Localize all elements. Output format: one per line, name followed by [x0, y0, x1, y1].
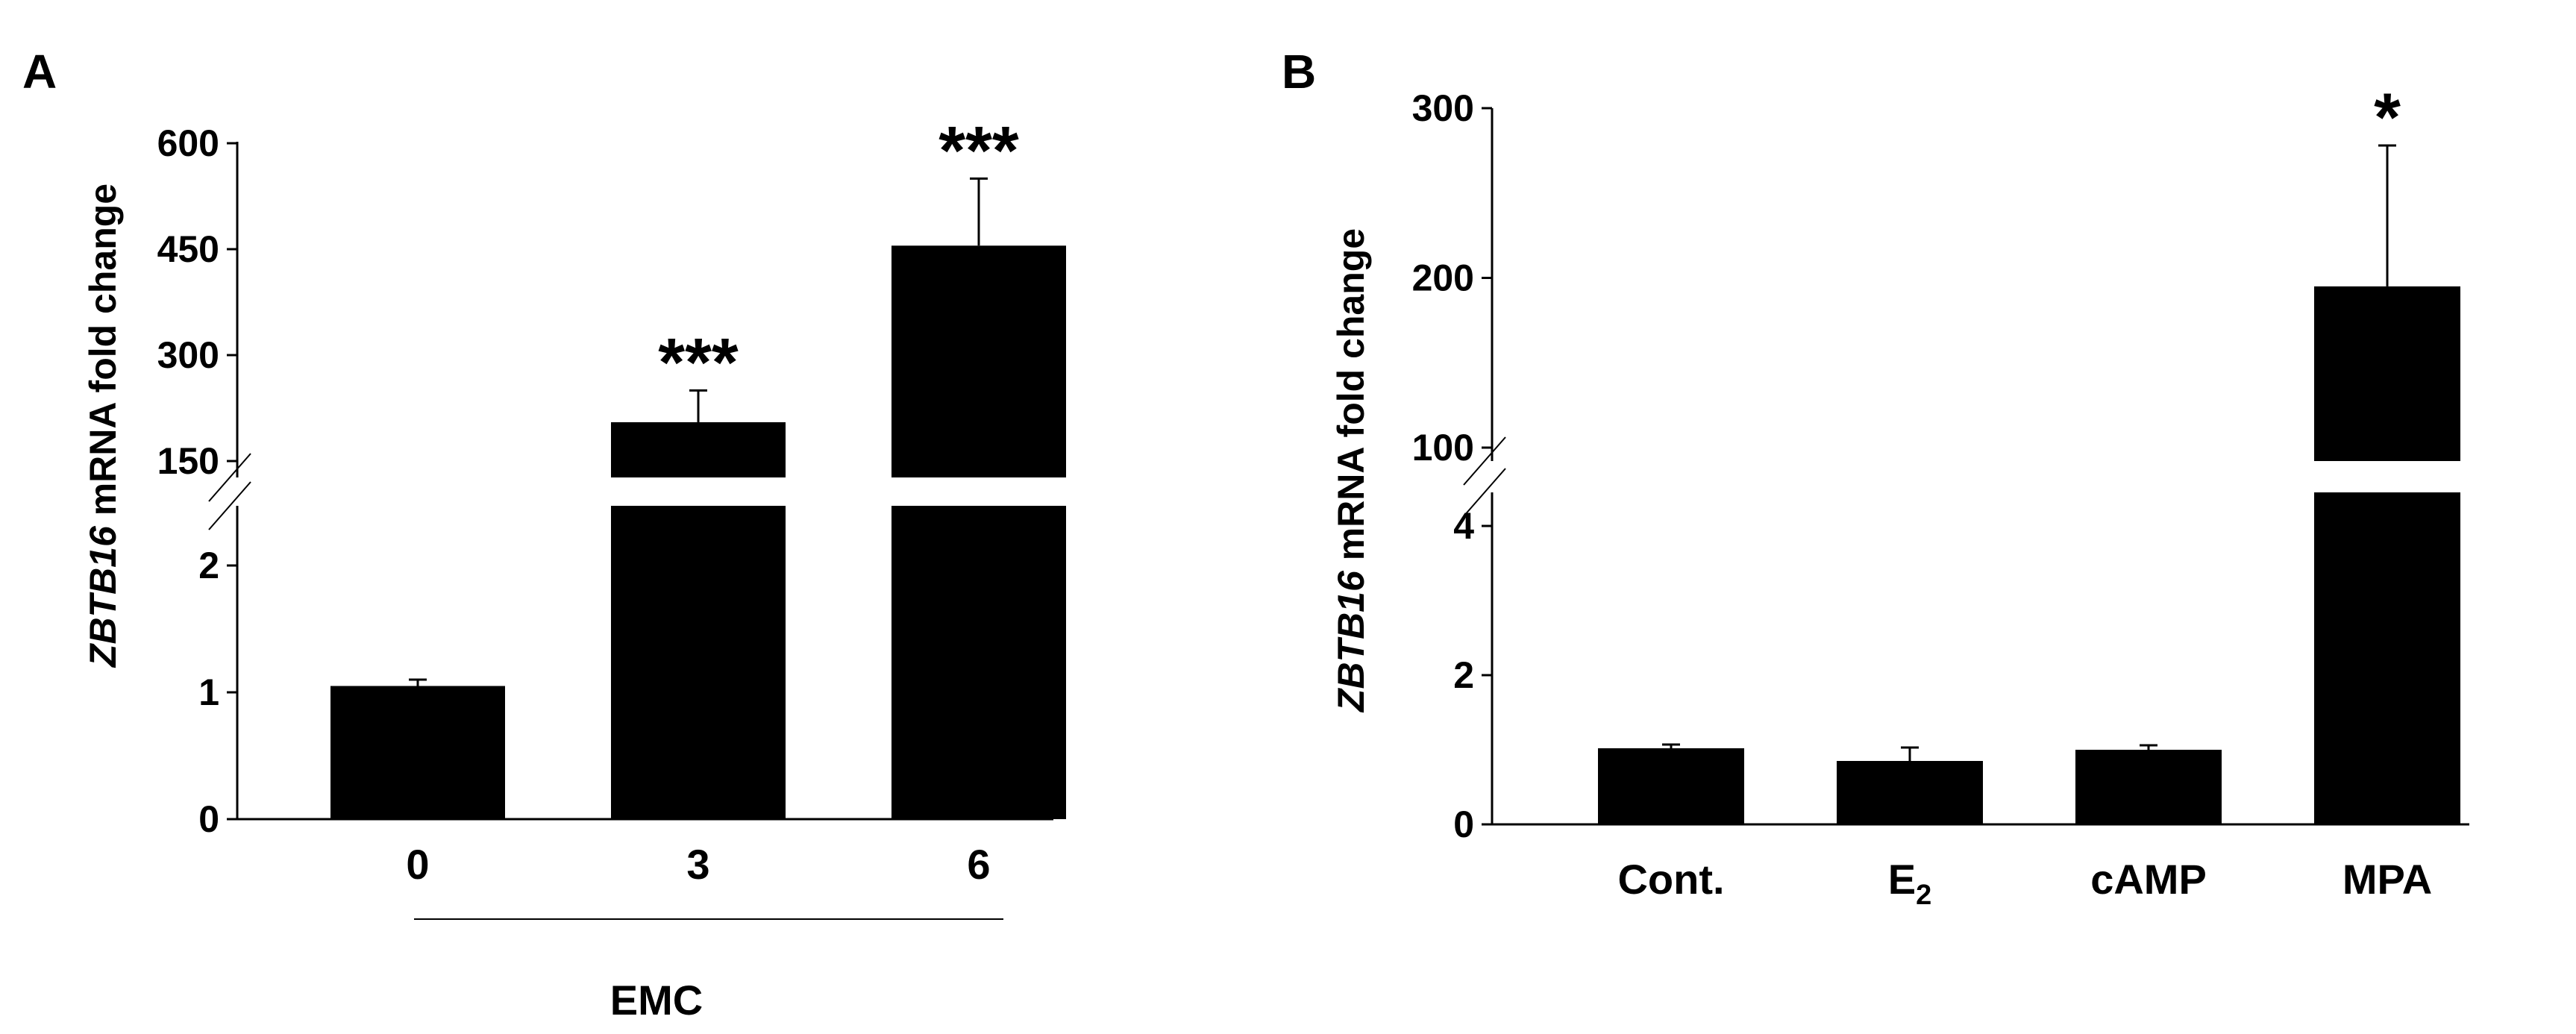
bar: [1598, 748, 1744, 824]
bar-lower-part: [611, 506, 786, 819]
y-axis-unit: mRNA fold change: [1330, 228, 1372, 571]
axis-break-mark: [208, 453, 251, 502]
bar-lower-part: [891, 506, 1066, 819]
chart-a: 0 1 2 150 300 450 600 0 *** 3 *** 6: [157, 113, 1066, 920]
x-tick-label: E2: [1888, 856, 1932, 911]
x-tick-label: cAMP: [2090, 856, 2207, 903]
panel-a: A ZBTB16 mRNA fold change 01215030045060…: [22, 45, 1066, 1024]
panel-label-a: A: [22, 45, 57, 98]
y-axis-label-a: ZBTB16 mRNA fold change: [82, 184, 124, 668]
x-tick-label: 3: [686, 841, 709, 888]
significance-marker: ***: [938, 113, 1019, 189]
y-tick-label: 200: [1412, 257, 1474, 299]
bar: [2075, 750, 2222, 824]
chart-b: 0 2 4 100 200 300 Cont. E2 cAMP * MPA: [1412, 80, 2469, 911]
significance-marker: ***: [658, 325, 739, 401]
bar: [330, 686, 505, 819]
y-tick-label: 600: [157, 122, 219, 164]
y-tick-label: 0: [1453, 803, 1474, 845]
x-tick-label: MPA: [2342, 856, 2432, 903]
y-tick-label: 300: [157, 334, 219, 376]
y-tick-label: 100: [1412, 427, 1474, 469]
axis-break-mark: [1463, 468, 1506, 517]
y-tick-label: 150: [157, 440, 219, 482]
bar-upper-part: [2314, 286, 2460, 461]
y-tick-label: 1: [198, 671, 219, 713]
bar-upper-part: [891, 245, 1066, 477]
x-tick-label: Cont.: [1617, 856, 1724, 903]
y-axis-gene: ZBTB16: [1330, 570, 1372, 713]
y-tick-label: 0: [198, 798, 219, 840]
axis-break-mark: [208, 481, 251, 530]
axis-break-mark: [1463, 436, 1506, 486]
y-tick-label: 2: [198, 545, 219, 586]
y-axis-unit: mRNA fold change: [82, 184, 124, 526]
y-tick-label: 4: [1453, 505, 1474, 547]
x-tick-label: 6: [967, 841, 990, 888]
x-tick-subscript: 2: [1916, 880, 1931, 911]
x-tick-label: 0: [406, 841, 429, 888]
panel-b: B ZBTB16 mRNA fold change 0 2 4 100 200 300 Co…: [1282, 45, 2469, 911]
y-tick-label: 450: [157, 228, 219, 270]
bar-lower-part: [2314, 492, 2460, 824]
y-axis-gene: ZBTB16: [82, 525, 124, 668]
y-tick-label: 2: [1453, 654, 1474, 696]
y-tick-label: 300: [1412, 87, 1474, 129]
significance-marker: *: [2374, 80, 2401, 156]
panel-label-b: B: [1282, 45, 1316, 98]
bar: [1837, 761, 1983, 824]
x-axis-label-a: EMC: [610, 977, 703, 1024]
bar-upper-part: [611, 422, 786, 477]
y-axis-label-b: ZBTB16 mRNA fold change: [1330, 228, 1372, 713]
